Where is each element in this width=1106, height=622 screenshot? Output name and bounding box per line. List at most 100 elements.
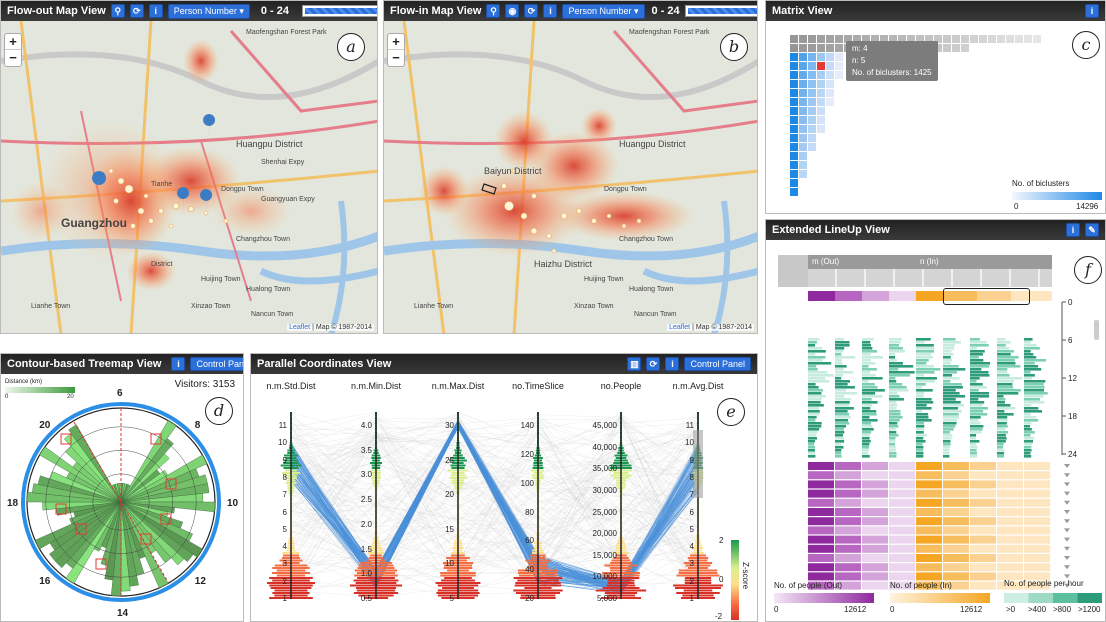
pcp-selected-line[interactable] bbox=[290, 443, 377, 578]
pcp-selected-line[interactable] bbox=[375, 427, 459, 580]
in-cell[interactable] bbox=[970, 544, 996, 553]
out-cell[interactable] bbox=[889, 563, 915, 572]
matrix-cell[interactable] bbox=[817, 125, 825, 133]
matrix-cell[interactable] bbox=[943, 44, 951, 52]
in-cell[interactable] bbox=[943, 544, 969, 553]
info-icon[interactable]: i bbox=[1085, 4, 1099, 18]
out-cell[interactable] bbox=[808, 462, 834, 470]
pcp-selected-line[interactable] bbox=[620, 442, 699, 583]
out-cell[interactable] bbox=[862, 498, 888, 507]
chart-icon[interactable]: ▥ bbox=[627, 357, 642, 371]
in-cell[interactable] bbox=[997, 572, 1023, 581]
out-cell[interactable] bbox=[808, 526, 834, 535]
out-cell[interactable] bbox=[889, 554, 915, 562]
row-expand-icon[interactable] bbox=[1064, 464, 1070, 468]
pcp-selected-line[interactable] bbox=[620, 448, 699, 581]
in-cell[interactable] bbox=[970, 581, 996, 590]
pcp-selected-line[interactable] bbox=[290, 455, 377, 570]
in-cell[interactable] bbox=[1024, 563, 1050, 572]
out-cell[interactable] bbox=[835, 480, 861, 489]
out-cell[interactable] bbox=[862, 462, 888, 470]
matrix-cell[interactable] bbox=[790, 143, 798, 151]
in-cell[interactable] bbox=[997, 563, 1023, 572]
matrix-cell[interactable] bbox=[790, 188, 798, 196]
matrix-cell[interactable] bbox=[817, 98, 825, 106]
matrix-cell[interactable] bbox=[799, 89, 807, 97]
out-cell[interactable] bbox=[808, 508, 834, 516]
zoom-out-button[interactable]: − bbox=[9, 50, 17, 65]
info-icon[interactable]: i bbox=[148, 4, 163, 18]
matrix-cell[interactable] bbox=[979, 35, 987, 43]
matrix-cell[interactable] bbox=[907, 35, 915, 43]
matrix-cell[interactable] bbox=[808, 116, 816, 124]
in-cell[interactable] bbox=[916, 508, 942, 516]
in-cell[interactable] bbox=[943, 526, 969, 535]
zoom-in-button[interactable]: + bbox=[388, 34, 404, 50]
axis-title[interactable]: n.m.Min.Dist bbox=[350, 381, 401, 391]
flow-in-map[interactable]: Maofengshan Forest Park Huangpu District… bbox=[384, 21, 757, 333]
matrix-grid[interactable] bbox=[766, 21, 1106, 214]
in-cell[interactable] bbox=[970, 480, 996, 489]
treemap-sector[interactable] bbox=[49, 471, 122, 503]
matrix-cell[interactable] bbox=[826, 89, 834, 97]
in-cell[interactable] bbox=[916, 489, 942, 498]
row-expand-icon[interactable] bbox=[1064, 546, 1070, 551]
pcp-selected-line[interactable] bbox=[457, 423, 539, 568]
matrix-cell[interactable] bbox=[1006, 35, 1014, 43]
out-cell[interactable] bbox=[835, 572, 861, 581]
matrix-cell[interactable] bbox=[799, 116, 807, 124]
pcp-selected-line[interactable] bbox=[537, 565, 622, 584]
in-cell[interactable] bbox=[997, 554, 1023, 562]
in-cell[interactable] bbox=[997, 471, 1023, 480]
out-cell[interactable] bbox=[889, 544, 915, 553]
in-cell[interactable] bbox=[916, 544, 942, 553]
matrix-cell[interactable] bbox=[799, 44, 807, 52]
in-cell[interactable] bbox=[997, 508, 1023, 516]
matrix-cell[interactable] bbox=[898, 35, 906, 43]
out-cell[interactable] bbox=[862, 508, 888, 516]
in-cell[interactable] bbox=[997, 517, 1023, 526]
matrix-cell[interactable] bbox=[835, 53, 843, 61]
location-icon[interactable]: ◉ bbox=[505, 4, 520, 18]
selection-box[interactable] bbox=[943, 288, 1030, 305]
treemap-sector[interactable] bbox=[120, 501, 203, 558]
out-cell[interactable] bbox=[862, 563, 888, 572]
matrix-cell[interactable] bbox=[871, 35, 879, 43]
in-cell[interactable] bbox=[1024, 517, 1050, 526]
row-expand-icon[interactable] bbox=[1064, 491, 1070, 496]
in-cell[interactable] bbox=[943, 554, 969, 562]
matrix-cell[interactable] bbox=[826, 44, 834, 52]
row-expand-icon[interactable] bbox=[1064, 537, 1070, 542]
matrix-cell[interactable] bbox=[826, 71, 834, 79]
matrix-cell[interactable] bbox=[790, 116, 798, 124]
matrix-cell[interactable] bbox=[988, 35, 996, 43]
matrix-cell[interactable] bbox=[817, 35, 825, 43]
in-cell[interactable] bbox=[916, 526, 942, 535]
refresh-icon[interactable]: ⟳ bbox=[646, 357, 661, 371]
in-cell[interactable] bbox=[943, 535, 969, 544]
highlight-box[interactable] bbox=[140, 533, 152, 545]
matrix-cell[interactable] bbox=[799, 80, 807, 88]
row-expand-icon[interactable] bbox=[1064, 519, 1070, 524]
in-cell[interactable] bbox=[916, 462, 942, 470]
out-cell[interactable] bbox=[808, 489, 834, 498]
in-cell[interactable] bbox=[970, 489, 996, 498]
pin-icon[interactable]: ⚲ bbox=[486, 4, 501, 18]
pcp-selected-line[interactable] bbox=[620, 476, 699, 581]
treemap-sector[interactable] bbox=[120, 453, 170, 503]
info-icon[interactable]: i bbox=[171, 357, 186, 371]
in-cell[interactable] bbox=[943, 462, 969, 470]
treemap-sector[interactable] bbox=[120, 501, 172, 563]
pcp-selected-line[interactable] bbox=[375, 421, 459, 585]
in-cell[interactable] bbox=[916, 498, 942, 507]
out-cell[interactable] bbox=[862, 526, 888, 535]
row-expand-icon[interactable] bbox=[1064, 482, 1070, 487]
treemap-sector[interactable] bbox=[120, 438, 174, 503]
in-cell[interactable] bbox=[997, 526, 1023, 535]
out-cell[interactable] bbox=[835, 535, 861, 544]
out-cell[interactable] bbox=[889, 508, 915, 516]
in-cell[interactable] bbox=[970, 462, 996, 470]
in-cell[interactable] bbox=[943, 563, 969, 572]
out-cell[interactable] bbox=[808, 544, 834, 553]
matrix-cell[interactable] bbox=[808, 125, 816, 133]
